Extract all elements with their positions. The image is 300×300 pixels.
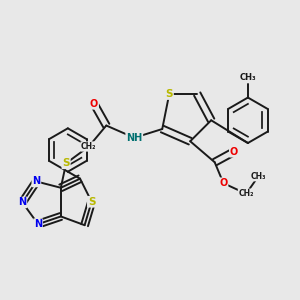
- Text: CH₂: CH₂: [81, 142, 97, 151]
- Text: S: S: [88, 197, 95, 207]
- Text: N: N: [34, 219, 42, 229]
- Text: CH₃: CH₃: [250, 172, 266, 181]
- Text: O: O: [90, 99, 98, 109]
- Text: O: O: [219, 178, 228, 188]
- Text: S: S: [166, 89, 173, 99]
- Text: CH₂: CH₂: [238, 189, 254, 198]
- Text: NH: NH: [126, 133, 142, 143]
- Text: O: O: [230, 147, 238, 157]
- Text: CH₃: CH₃: [240, 73, 256, 82]
- Text: N: N: [32, 176, 40, 187]
- Text: S: S: [62, 158, 70, 168]
- Text: N: N: [18, 197, 26, 208]
